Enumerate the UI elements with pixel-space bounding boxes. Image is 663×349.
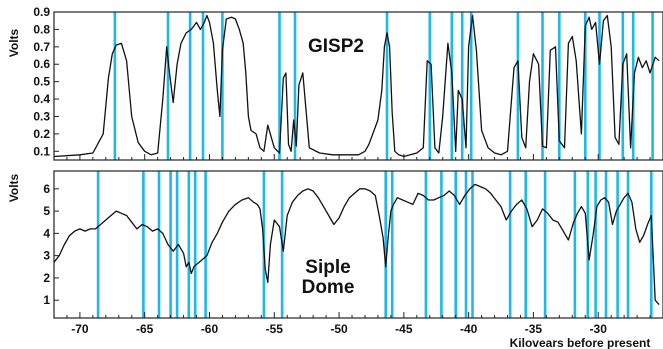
siple-dome-plot-frame xyxy=(53,170,663,319)
y-tick-label: 0.8 xyxy=(33,22,50,36)
y-tick-label: 6 xyxy=(43,182,50,196)
siple-dome-x-axis-ticks: -70 -65 -60 -55 -50 -45 -40 -35 -30 xyxy=(53,312,663,336)
x-tick-label: -45 xyxy=(395,322,413,336)
gisp2-y-axis-ticks: 0.1 0.2 0.3 0.4 0.5 0.6 0.7 0.8 0.9 xyxy=(33,5,59,158)
x-tick-label: -30 xyxy=(590,322,608,336)
y-tick-label: 0.5 xyxy=(33,75,50,89)
x-axis-title: Kilovears before present xyxy=(510,336,651,349)
y-tick-label: 2 xyxy=(43,271,50,285)
y-tick-label: 0.7 xyxy=(33,40,50,54)
gisp2-x-axis-ticks xyxy=(53,154,663,160)
siple-dome-panel: 1 2 3 4 5 6 -70 -65 -60 -55 -50 -45 -40 -35 -30 Siple… xyxy=(7,170,663,349)
gisp2-panel: 0.1 0.2 0.3 0.4 0.5 0.6 0.7 0.8 0.9 GISP2 Volts xyxy=(7,5,663,161)
y-tick-label: 0.9 xyxy=(33,5,50,19)
siple-dome-y-axis-title: Volts xyxy=(7,173,21,202)
y-tick-label: 0.2 xyxy=(33,127,50,141)
x-tick-label: -55 xyxy=(266,322,284,336)
y-tick-label: 0.4 xyxy=(33,92,50,106)
gisp2-marker-lines xyxy=(113,12,654,160)
gisp2-series-line xyxy=(53,14,660,158)
x-tick-label: -50 xyxy=(330,322,348,336)
x-tick-label: -60 xyxy=(201,322,219,336)
siple-dome-y-axis-ticks: 1 2 3 4 5 6 xyxy=(43,182,59,307)
x-tick-label: -65 xyxy=(136,322,154,336)
y-tick-label: 4 xyxy=(43,226,50,240)
siple-dome-title-line: Siple xyxy=(305,257,350,278)
siple-dome-series-line xyxy=(53,183,660,306)
gisp2-panel-title: GISP2 xyxy=(308,36,364,57)
gisp2-plot-frame xyxy=(53,11,663,161)
y-tick-label: 5 xyxy=(43,204,50,218)
gisp2-y-axis-title: Volts xyxy=(7,28,21,57)
siple-dome-title-line: Dome xyxy=(302,277,355,298)
y-tick-label: 0.1 xyxy=(33,144,50,158)
y-tick-label: 3 xyxy=(43,249,50,263)
x-tick-label: -35 xyxy=(525,322,543,336)
x-tick-label: -40 xyxy=(460,322,478,336)
y-tick-label: 0.3 xyxy=(33,109,50,123)
siple-dome-marker-lines xyxy=(96,171,653,318)
y-tick-label: 0.6 xyxy=(33,57,50,71)
y-tick-label: 1 xyxy=(43,293,50,307)
siple-dome-panel-title: Siple Dome xyxy=(302,257,355,298)
x-tick-label: -70 xyxy=(71,322,89,336)
